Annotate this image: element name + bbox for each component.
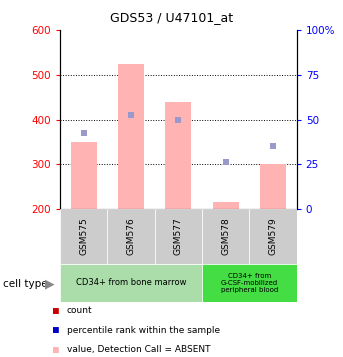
Bar xyxy=(165,102,191,209)
Text: CD34+ from
G-CSF-mobilized
peripheral blood: CD34+ from G-CSF-mobilized peripheral bl… xyxy=(221,273,278,293)
Text: ▶: ▶ xyxy=(45,277,55,290)
Bar xyxy=(60,209,107,264)
Bar xyxy=(202,264,297,302)
Bar xyxy=(155,209,202,264)
Bar xyxy=(118,64,144,209)
Text: ■: ■ xyxy=(53,306,59,316)
Text: ■: ■ xyxy=(53,325,59,335)
Bar xyxy=(60,264,202,302)
Bar xyxy=(249,209,297,264)
Text: GSM576: GSM576 xyxy=(127,218,135,255)
Bar xyxy=(107,209,155,264)
Bar xyxy=(71,142,97,209)
Text: cell type: cell type xyxy=(3,279,48,289)
Text: value, Detection Call = ABSENT: value, Detection Call = ABSENT xyxy=(67,345,210,355)
Text: ■: ■ xyxy=(53,345,59,355)
Text: GSM579: GSM579 xyxy=(269,218,277,255)
Text: CD34+ from bone marrow: CD34+ from bone marrow xyxy=(76,278,186,287)
Text: GSM577: GSM577 xyxy=(174,218,183,255)
Text: percentile rank within the sample: percentile rank within the sample xyxy=(67,326,220,335)
Text: GDS53 / U47101_at: GDS53 / U47101_at xyxy=(110,11,233,24)
Text: count: count xyxy=(67,306,93,315)
Bar xyxy=(202,209,249,264)
Bar xyxy=(260,164,286,209)
Text: GSM578: GSM578 xyxy=(221,218,230,255)
Bar xyxy=(213,202,239,209)
Text: GSM575: GSM575 xyxy=(79,218,88,255)
